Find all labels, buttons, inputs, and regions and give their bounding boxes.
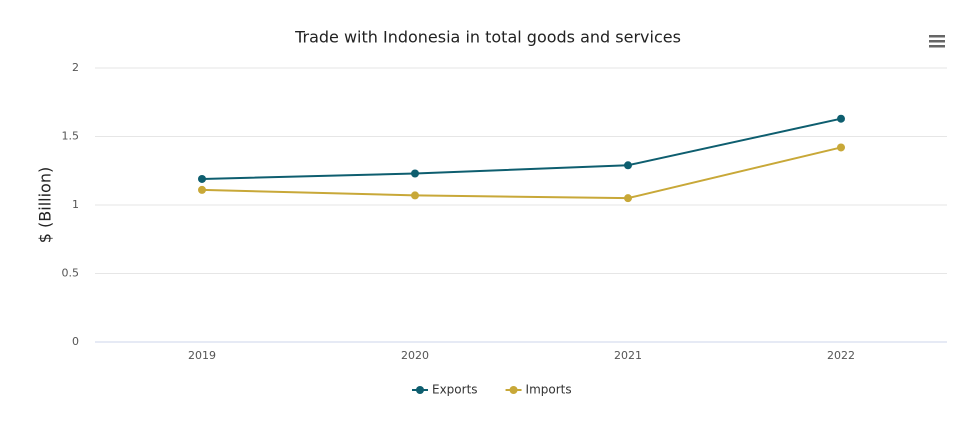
- legend-marker: [509, 386, 518, 394]
- data-point: [837, 143, 845, 152]
- y-tick-label: 1: [72, 198, 79, 211]
- legend-label[interactable]: Exports: [432, 383, 478, 397]
- x-tick-label: 2019: [188, 349, 216, 362]
- legend-label[interactable]: Imports: [526, 383, 572, 397]
- data-point: [198, 174, 206, 183]
- menu-button[interactable]: [929, 35, 945, 48]
- x-tick-label: 2021: [614, 349, 642, 362]
- y-tick-label: 1.5: [62, 130, 80, 143]
- data-point: [837, 114, 845, 123]
- data-point: [624, 194, 632, 203]
- legend-marker: [416, 386, 424, 394]
- y-axis-label: $ (Billion): [36, 167, 55, 243]
- chart-title: Trade with Indonesia in total goods and …: [294, 28, 681, 47]
- menu-bar[interactable]: [929, 40, 945, 43]
- data-point: [198, 185, 206, 194]
- data-point: [411, 191, 419, 200]
- x-tick-label: 2020: [401, 349, 429, 362]
- series-line: [201, 146, 842, 200]
- menu-bar[interactable]: [929, 35, 945, 38]
- y-tick-label: 2: [72, 61, 79, 74]
- data-point: [624, 161, 632, 170]
- data-point: [411, 169, 419, 178]
- x-tick-label: 2022: [827, 349, 855, 362]
- series-line: [201, 117, 842, 180]
- y-tick-label: 0.5: [62, 267, 80, 280]
- y-tick-label: 0: [72, 335, 79, 348]
- menu-bar[interactable]: [929, 45, 945, 48]
